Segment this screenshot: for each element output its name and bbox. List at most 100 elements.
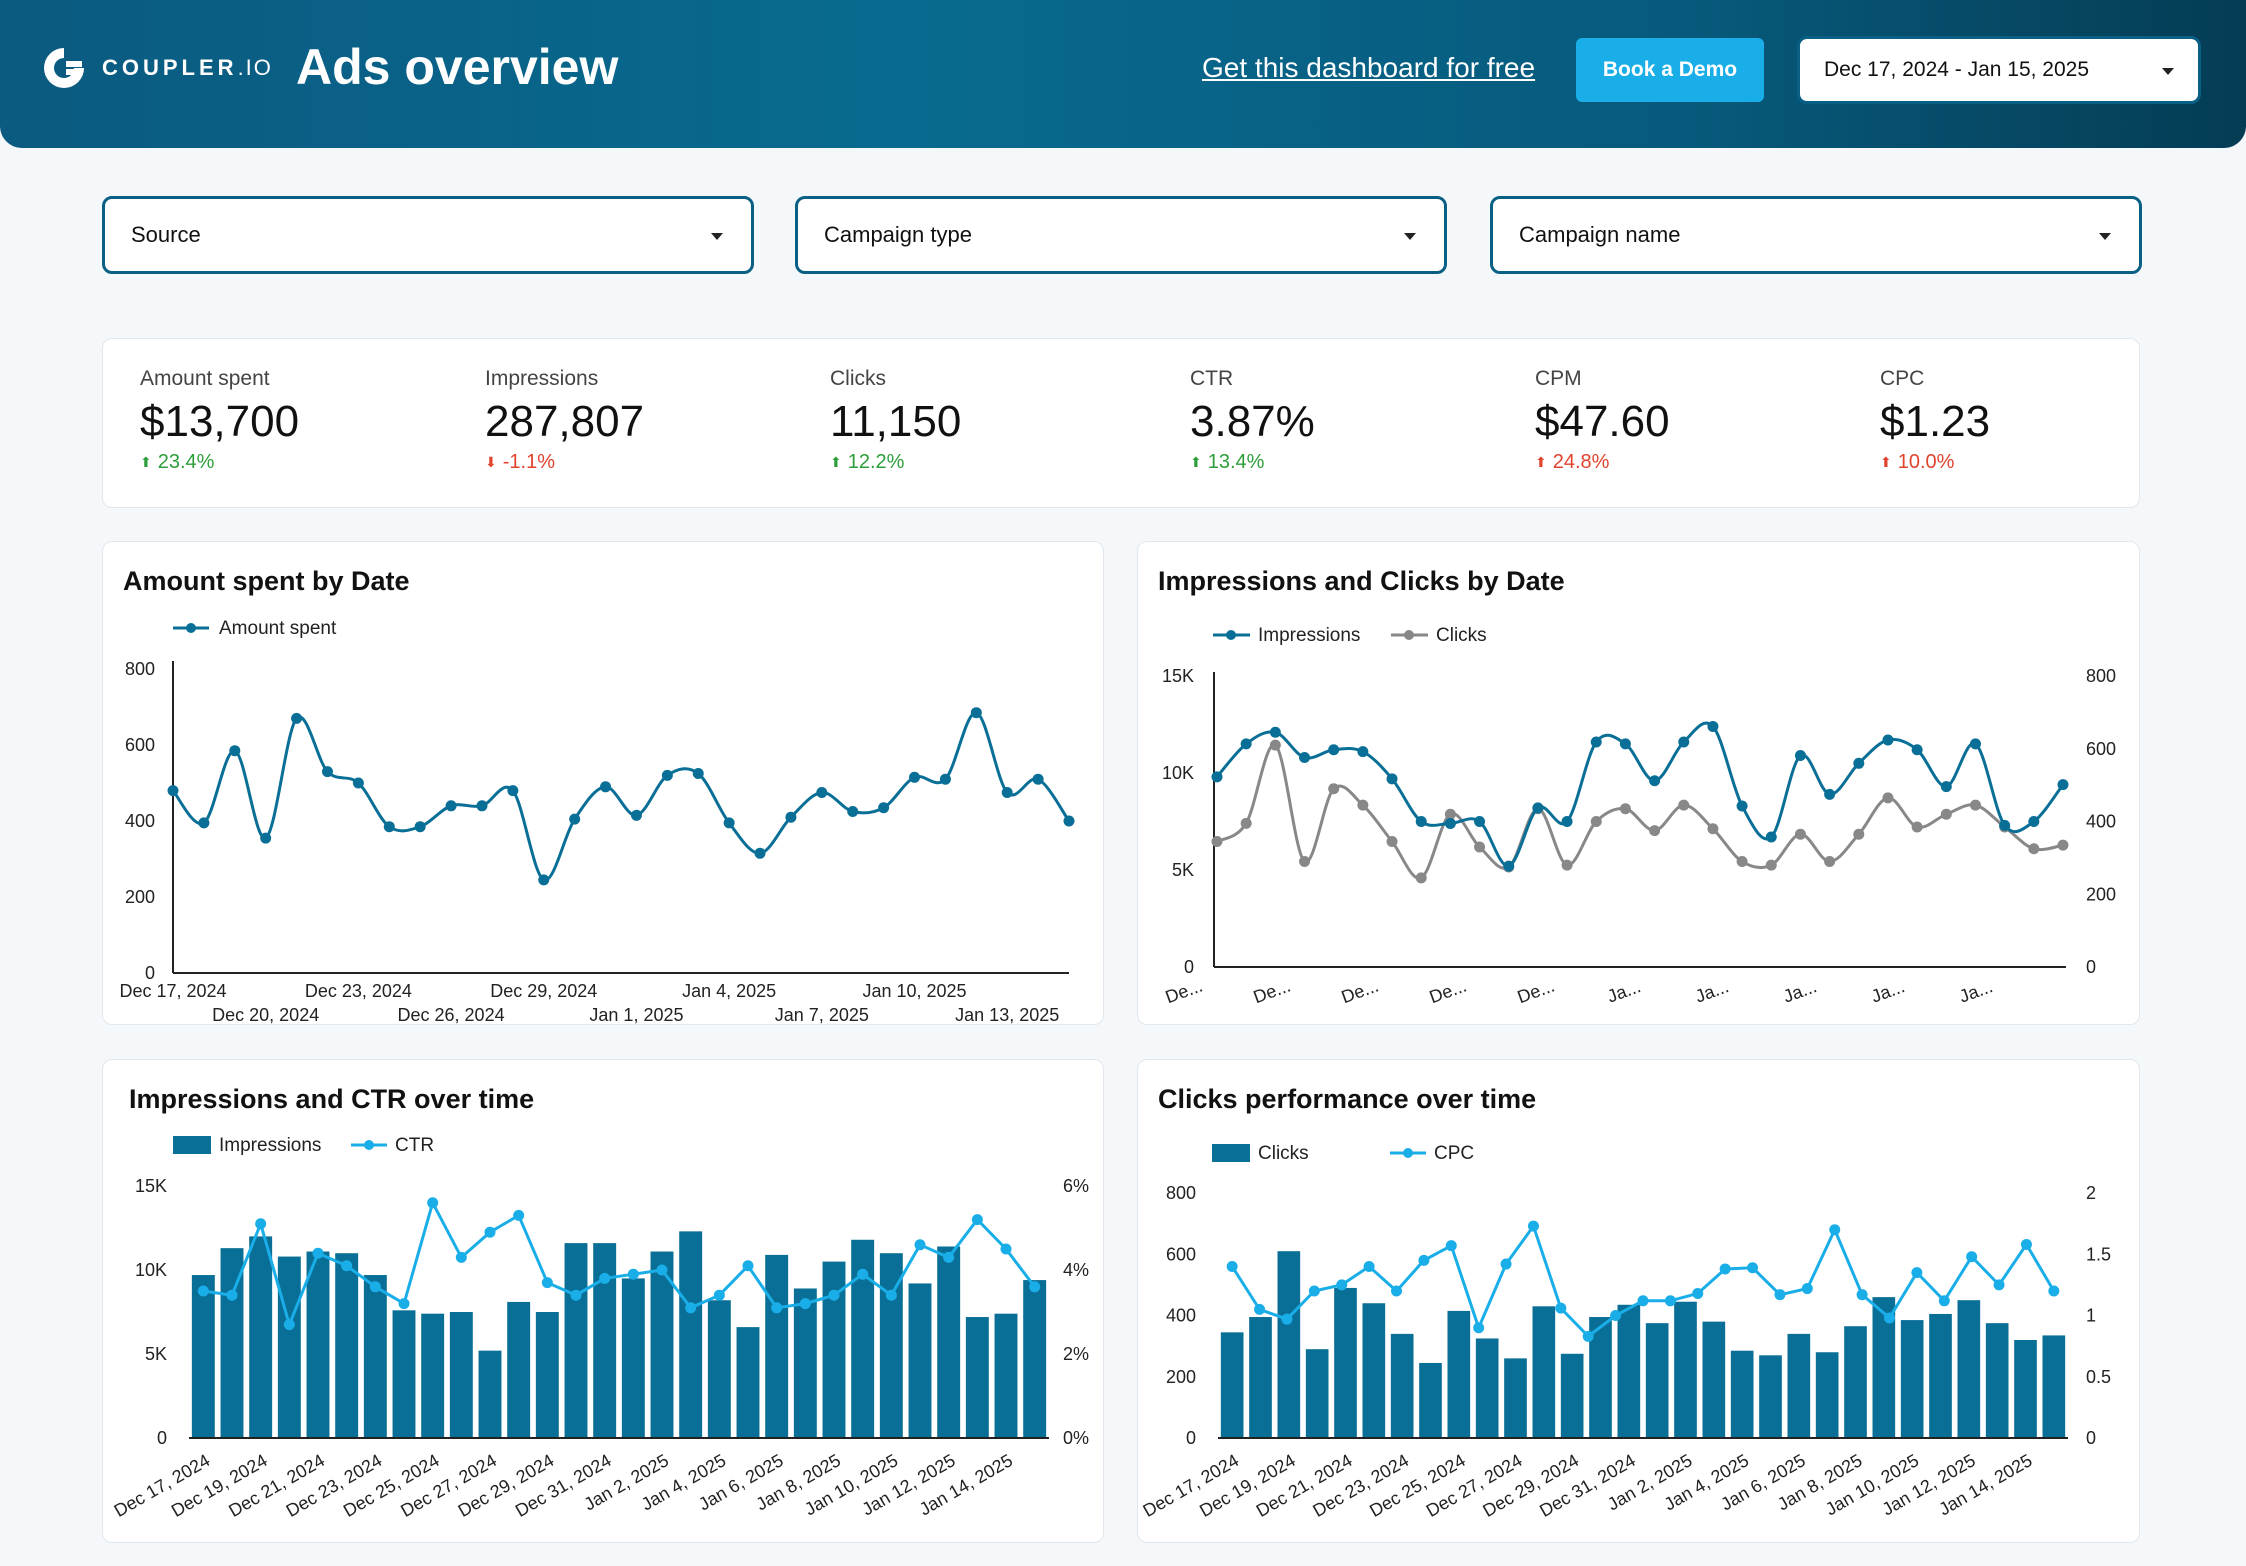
data-point (541, 1277, 553, 1289)
series-line-amount-spent (171, 711, 1071, 882)
bar (535, 1312, 559, 1438)
x-tick-label: Dec 23, 2024 (305, 981, 412, 1001)
data-point (513, 1209, 525, 1221)
data-point (785, 811, 797, 823)
page-title: Ads overview (296, 39, 619, 95)
date-range-picker[interactable]: Dec 17, 2024 - Jan 15, 2025 (1797, 36, 2201, 104)
data-point (1747, 1262, 1759, 1274)
header-bar: COUPLER.IO Ads overview Get this dashboa… (0, 0, 2246, 148)
campaign-type-filter[interactable]: Campaign type (795, 196, 1447, 274)
y-tick-label: 200 (1166, 1367, 1196, 1387)
bar (1617, 1304, 1641, 1438)
y-tick-label-right: 200 (2086, 884, 2116, 904)
data-point (1940, 808, 1952, 820)
logo-text: COUPLER.IO (102, 55, 273, 80)
campaign-name-filter[interactable]: Campaign name (1490, 196, 2142, 274)
bar (1277, 1251, 1301, 1438)
data-point (723, 817, 735, 829)
data-point (754, 847, 766, 859)
y-tick-label-right: 0 (2086, 957, 2096, 977)
bar (1815, 1352, 1839, 1438)
kpi-delta: ⬆ 12.2% (830, 451, 905, 473)
chart-card-impressions-clicks: Impressions and Clicks by Date Impressio… (1137, 541, 2140, 1025)
kpi-label: Impressions (485, 367, 599, 390)
data-point (1719, 1263, 1731, 1275)
kpi-value: $1.23 (1880, 397, 1991, 446)
bar (507, 1301, 531, 1438)
data-point (1882, 792, 1894, 804)
campaign-name-filter-label: Campaign name (1519, 222, 1681, 247)
data-point (1829, 1224, 1841, 1236)
data-point (661, 769, 673, 781)
x-tick-label: Ja... (1605, 976, 1644, 1006)
kpi-cpc: CPC $1.23 ⬆ 10.0% (1880, 367, 1990, 474)
kpi-value: 287,807 (485, 397, 645, 446)
campaign-type-filter-label: Campaign type (824, 222, 972, 247)
bar (1702, 1321, 1726, 1438)
data-point (1240, 817, 1252, 829)
source-filter[interactable]: Source (102, 196, 754, 274)
x-tick-label: Jan 7, 2025 (775, 1005, 869, 1025)
get-dashboard-link[interactable]: Get this dashboard for free (1202, 52, 1536, 83)
data-point (1240, 738, 1252, 750)
data-point (321, 766, 333, 778)
data-point (1765, 859, 1777, 871)
book-demo-button[interactable]: Book a Demo (1576, 38, 1764, 102)
data-point (445, 800, 457, 812)
data-point (885, 1289, 897, 1301)
x-tick-label: Dec 17, 2024 (119, 981, 226, 1001)
data-point (1911, 1267, 1923, 1279)
y-tick-label-right: 600 (2086, 739, 2116, 759)
data-point (1765, 831, 1777, 843)
legend-label: Impressions (1258, 625, 1360, 646)
y-tick-label-right: 0% (1063, 1428, 1089, 1448)
bar (937, 1246, 961, 1438)
coupler-logo[interactable]: COUPLER.IO (40, 44, 273, 92)
data-point (167, 785, 179, 797)
data-point (1444, 808, 1456, 820)
data-point (1794, 750, 1806, 762)
y-tick-label: 800 (1166, 1183, 1196, 1203)
legend-label: Clicks (1436, 625, 1487, 646)
data-point (1029, 1281, 1041, 1293)
data-point (1911, 744, 1923, 756)
data-point (1032, 773, 1044, 785)
data-point (1649, 775, 1661, 787)
bar (564, 1243, 588, 1438)
bar (965, 1317, 989, 1438)
series-line-impressions (1215, 721, 2065, 868)
y-tick-label: 800 (125, 659, 155, 679)
y-tick-label-right: 0.5 (2086, 1367, 2111, 1387)
data-point (971, 1214, 983, 1226)
data-point (1336, 1279, 1348, 1291)
data-point (1001, 787, 1013, 798)
data-point (1328, 744, 1340, 756)
data-point (1856, 1289, 1868, 1301)
chevron-down-icon (711, 233, 723, 240)
bar (1985, 1323, 2009, 1438)
bar (1305, 1349, 1329, 1438)
bar (1334, 1287, 1357, 1438)
x-tick-label: Jan 1, 2025 (589, 1005, 683, 1025)
kpi-delta: ⬆ 13.4% (1190, 451, 1265, 473)
data-point (692, 768, 704, 779)
y-tick-label: 0 (1186, 1428, 1196, 1448)
date-range-value: Dec 17, 2024 - Jan 15, 2025 (1824, 58, 2090, 81)
kpi-impressions: Impressions 287,807 ⬇ -1.1% (485, 367, 644, 474)
legend-label: CPC (1434, 1143, 1474, 1164)
data-point (1269, 739, 1281, 751)
data-point (1969, 738, 1981, 750)
kpi-scorecard: Amount spent $13,700 ⬆ 23.4% Impressions … (102, 338, 2140, 508)
data-point (476, 800, 488, 812)
data-point (1664, 1295, 1676, 1307)
data-point (1211, 836, 1223, 848)
data-point (1527, 1220, 1539, 1232)
data-point (1328, 783, 1340, 795)
data-point (283, 1319, 295, 1331)
x-tick-label: Jan 4, 2025 (682, 981, 776, 1001)
bar (851, 1239, 875, 1438)
data-point (1281, 1313, 1293, 1325)
kpi-label: CPC (1880, 367, 1925, 390)
data-point (1444, 817, 1456, 829)
